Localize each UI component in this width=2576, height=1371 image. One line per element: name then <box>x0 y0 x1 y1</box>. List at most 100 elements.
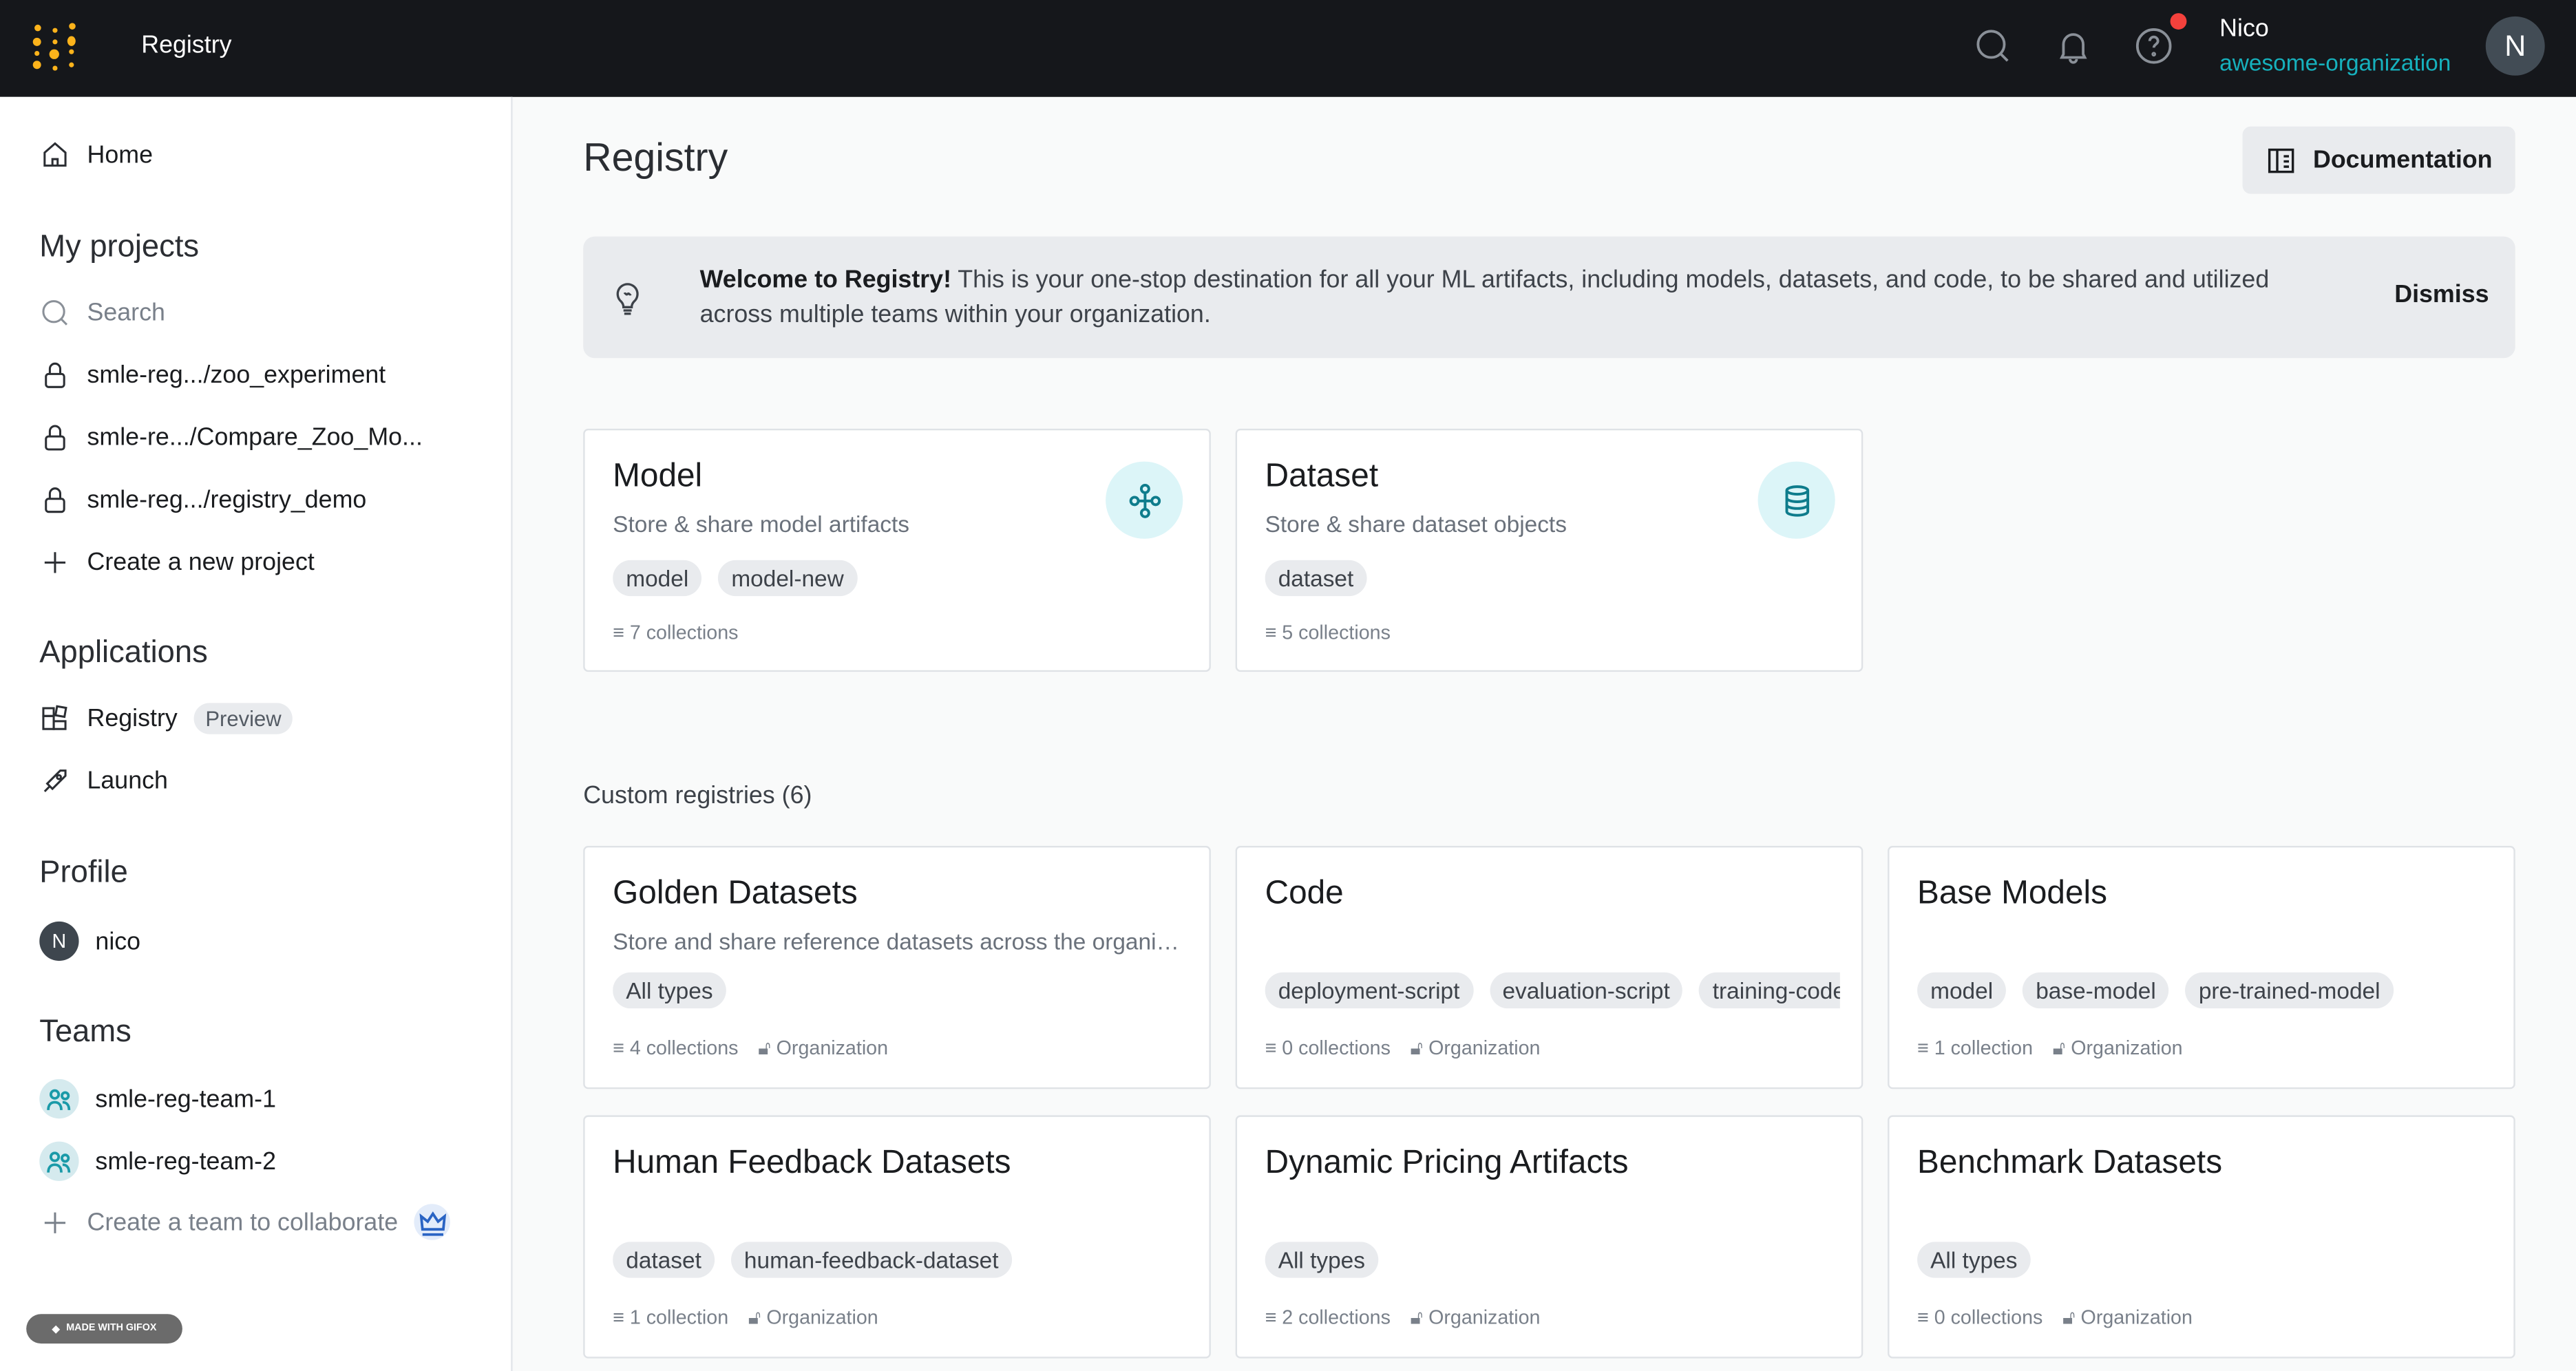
lock-icon: 🔓︎ <box>1410 1306 1424 1329</box>
type-tag[interactable]: evaluation-script <box>1489 972 1683 1009</box>
book-icon <box>2268 148 2294 173</box>
watermark-text: MADE WITH GIFOX <box>66 1324 157 1334</box>
documentation-button[interactable]: Documentation <box>2242 126 2515 194</box>
type-tag[interactable]: pre-trained-model <box>2185 972 2394 1009</box>
collections-count: ≡ 1 collection <box>613 1306 729 1329</box>
card-meta: ≡ 1 collection 🔓︎ Organization <box>613 1306 878 1330</box>
card-meta: ≡ 7 collections <box>613 621 738 644</box>
crown-icon <box>414 1204 451 1240</box>
sidebar-item-profile[interactable]: N nico <box>39 921 141 961</box>
card-title: Dataset <box>1265 458 1379 495</box>
type-tag[interactable]: model-new <box>718 560 857 597</box>
visibility: 🔓︎ Organization <box>1410 1306 1541 1329</box>
tag-list: dataset human-feedback-dataset <box>613 1242 1187 1278</box>
team-label: smle-reg-team-2 <box>95 1147 277 1176</box>
card-title: Base Models <box>1917 875 2107 912</box>
type-tag[interactable]: deployment-script <box>1265 972 1473 1009</box>
visibility: 🔓︎ Organization <box>2052 1036 2183 1060</box>
type-tag[interactable]: human-feedback-dataset <box>730 1242 1012 1278</box>
create-team-button[interactable]: Create a team to collaborate <box>39 1204 451 1240</box>
card-meta: ≡ 1 collection 🔓︎ Organization <box>1917 1037 2183 1061</box>
documentation-label: Documentation <box>2312 146 2493 174</box>
registry-card[interactable]: Code deployment-script evaluation-script tr… <box>1235 846 1864 1090</box>
lock-icon: 🔓︎ <box>1410 1036 1424 1060</box>
gifox-watermark: ◆ MADE WITH GIFOX <box>26 1314 182 1344</box>
type-tag[interactable]: dataset <box>613 1242 715 1278</box>
lock-icon <box>45 487 65 513</box>
team-label: smle-reg-team-1 <box>95 1085 277 1113</box>
sidebar-item-home[interactable]: Home <box>39 140 153 171</box>
create-project-button[interactable]: Create a new project <box>39 547 315 578</box>
user-avatar[interactable]: N <box>2485 16 2545 76</box>
card-description: Store & share dataset objects <box>1265 511 1567 538</box>
registry-card[interactable]: Human Feedback Datasets dataset human-feed… <box>583 1115 1211 1359</box>
collections-count: ≡ 4 collections <box>613 1036 739 1060</box>
type-tag[interactable]: model <box>613 560 702 597</box>
fox-icon: ◆ <box>52 1324 60 1335</box>
organization-name[interactable]: awesome-organization <box>2219 49 2451 76</box>
type-tag[interactable]: dataset <box>1265 560 1367 597</box>
type-tag[interactable]: All types <box>1917 1242 2031 1278</box>
sidebar-project[interactable]: smle-reg.../zoo_experiment <box>39 360 386 391</box>
notification-dot <box>2170 13 2187 30</box>
dismiss-button[interactable]: Dismiss <box>2394 281 2489 309</box>
tag-list: All types <box>1917 1242 2492 1278</box>
sidebar-team[interactable]: smle-reg-team-1 <box>39 1078 277 1119</box>
card-title: Code <box>1265 875 1344 912</box>
lock-icon <box>45 362 65 388</box>
banner-text: Welcome to Registry! This is your one-st… <box>700 263 2343 332</box>
sidebar-project[interactable]: smle-reg.../registry_demo <box>39 485 366 516</box>
type-tag[interactable]: model <box>1917 972 2007 1009</box>
help-icon[interactable] <box>2134 26 2173 65</box>
collections-count: ≡ 0 collections <box>1917 1306 2043 1329</box>
home-icon <box>43 142 67 167</box>
visibility: 🔓︎ Organization <box>1410 1036 1541 1060</box>
tag-list: deployment-script evaluation-script traini… <box>1265 972 1840 1009</box>
applications-heading: Applications <box>39 635 208 670</box>
profile-name: nico <box>95 927 141 955</box>
search-icon <box>42 300 68 326</box>
logo-icon[interactable] <box>32 23 79 71</box>
banner-title: Welcome to Registry! <box>699 266 952 295</box>
type-tag[interactable]: All types <box>613 972 726 1009</box>
visibility: 🔓︎ Organization <box>2062 1306 2193 1329</box>
search-icon[interactable] <box>1973 26 2012 65</box>
card-meta: ≡ 5 collections <box>1265 621 1391 644</box>
registry-card[interactable]: Base Models model base-model pre-trained-mo… <box>1888 846 2515 1090</box>
card-title: Benchmark Datasets <box>1917 1145 2223 1181</box>
team-icon <box>39 1078 79 1119</box>
card-title: Dynamic Pricing Artifacts <box>1265 1145 1629 1181</box>
registry-card[interactable]: Dataset Store & share dataset objects data… <box>1235 428 1864 672</box>
create-team-label: Create a team to collaborate <box>87 1208 399 1236</box>
project-search-input[interactable]: Search <box>39 297 165 328</box>
banner-body: This is your one-stop destination for al… <box>699 266 2270 329</box>
card-title: Golden Datasets <box>613 875 858 912</box>
lock-icon: 🔓︎ <box>2052 1036 2066 1060</box>
visibility: 🔓︎ Organization <box>748 1306 878 1329</box>
type-tag[interactable]: training-code <box>1699 972 1840 1009</box>
sidebar: Home My projects Search smle-reg.../zoo_… <box>0 96 513 1371</box>
sidebar-project[interactable]: smle-re.../Compare_Zoo_Mo... <box>39 422 423 453</box>
bell-icon[interactable] <box>2054 26 2093 65</box>
teams-heading: Teams <box>39 1014 131 1050</box>
project-label: smle-reg.../registry_demo <box>87 486 367 514</box>
registry-card[interactable]: Golden Datasets Store and share reference… <box>583 846 1211 1090</box>
sidebar-item-launch[interactable]: Launch <box>39 765 168 796</box>
type-tag[interactable]: base-model <box>2023 972 2169 1009</box>
my-projects-heading: My projects <box>39 230 200 265</box>
registry-card[interactable]: Benchmark Datasets All types ≡ 0 collectio… <box>1888 1115 2515 1359</box>
card-description: Store & share model artifacts <box>613 511 910 538</box>
project-label: smle-reg.../zoo_experiment <box>87 361 386 390</box>
registry-card[interactable]: Dynamic Pricing Artifacts All types ≡ 2 co… <box>1235 1115 1864 1359</box>
collections-count: ≡ 1 collection <box>1917 1036 2034 1060</box>
sidebar-item-registry[interactable]: Registry Preview <box>39 703 293 734</box>
lock-icon: 🔓︎ <box>2062 1306 2076 1329</box>
collections-count: ≡ 7 collections <box>613 621 739 644</box>
card-title: Model <box>613 458 703 495</box>
launch-label: Launch <box>87 767 168 796</box>
registry-card[interactable]: Model Store & share model artifacts model m… <box>583 428 1211 672</box>
sidebar-team[interactable]: smle-reg-team-2 <box>39 1141 277 1181</box>
card-description: Store and share reference datasets acros… <box>613 928 1180 955</box>
user-name[interactable]: Nico <box>2219 14 2269 43</box>
type-tag[interactable]: All types <box>1265 1242 1379 1278</box>
